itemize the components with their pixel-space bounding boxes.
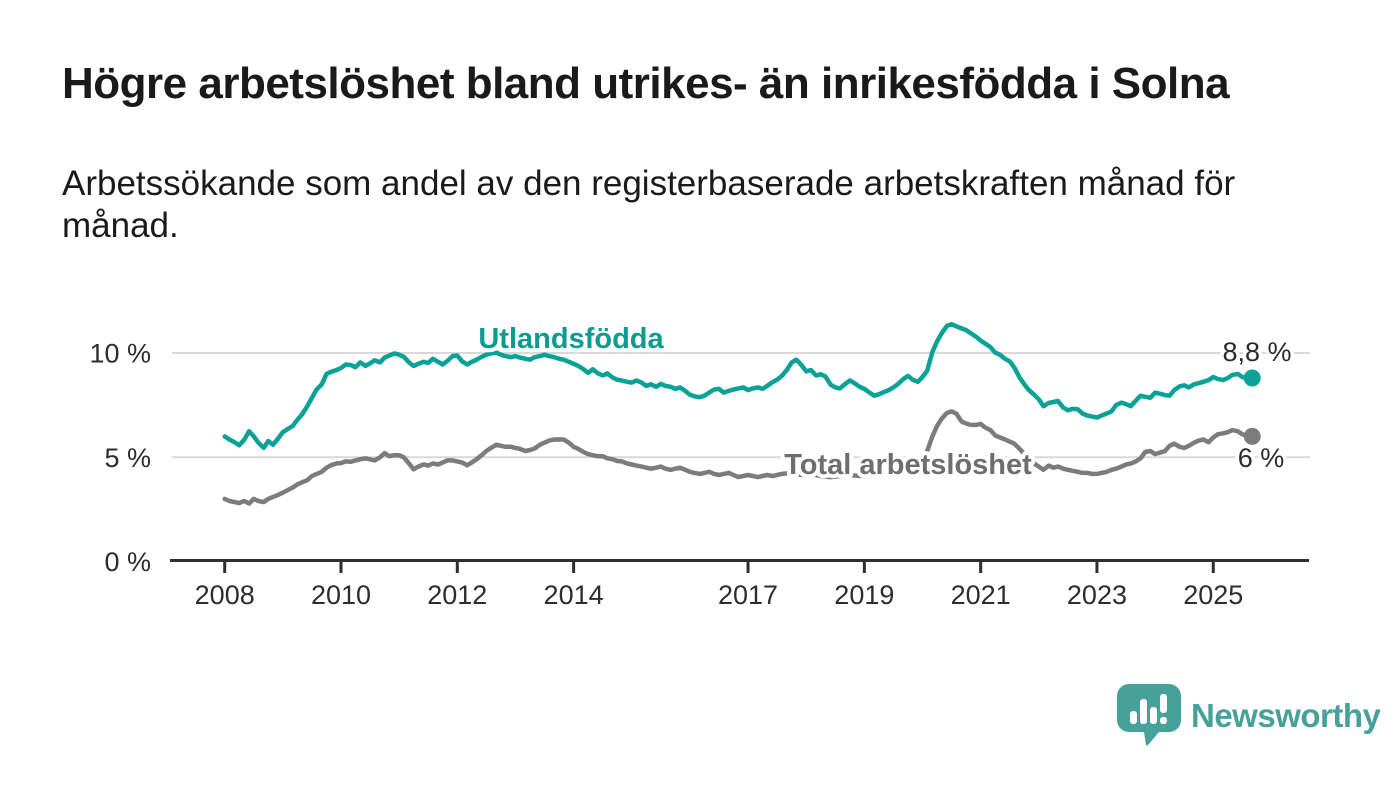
chart-subtitle: Arbetssökande som andel av den registerb… <box>62 164 1236 245</box>
x-tick-label-2014: 2014 <box>544 580 604 610</box>
end-value-label-utlandsfodda: 8,8 % <box>1222 337 1291 367</box>
series-label-utlandsfodda: Utlandsfödda <box>478 323 664 355</box>
x-tick-label-2010: 2010 <box>311 580 371 610</box>
x-tick-label-2023: 2023 <box>1067 580 1127 610</box>
newsworthy-logo: Newsworthy <box>1117 684 1381 748</box>
y-tick-label-5: 5 % <box>104 443 151 473</box>
end-dot-utlandsfodda <box>1243 369 1261 387</box>
end-dot-total <box>1243 427 1261 445</box>
logo-bar-chart-glyph <box>1130 694 1167 724</box>
series-line-utlandsfodda <box>222 321 1255 451</box>
series-label-total: Total arbetslöshet <box>784 449 1032 481</box>
newsworthy-logo-icon <box>1117 684 1181 746</box>
chart-title: Högre arbetslöshet bland utrikes- än inr… <box>62 59 1230 108</box>
y-tick-label-0: 0 % <box>104 547 151 577</box>
end-value-label-total: 6 % <box>1238 443 1285 473</box>
x-tick-label-2019: 2019 <box>834 580 894 610</box>
logo-bubble-shape <box>1117 684 1181 746</box>
x-tick-label-2017: 2017 <box>718 580 778 610</box>
x-tick-label-2025: 2025 <box>1183 580 1243 610</box>
x-tick-label-2021: 2021 <box>951 580 1011 610</box>
series-line-total <box>222 409 1255 506</box>
x-tick-label-2012: 2012 <box>427 580 487 610</box>
y-tick-label-10: 10 % <box>89 339 151 369</box>
x-tick-label-2008: 2008 <box>195 580 255 610</box>
newsworthy-logo-text: Newsworthy <box>1191 697 1381 734</box>
